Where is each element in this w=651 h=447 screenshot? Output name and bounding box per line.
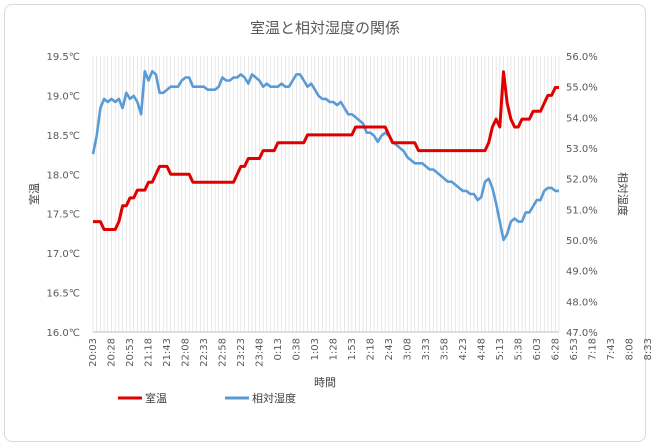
x-tick-label: 3:08 — [402, 338, 413, 360]
y-right-tick-label: 50.0% — [566, 236, 598, 247]
x-tick-label: 5:38 — [513, 338, 524, 360]
y-right-tick-label: 54.0% — [566, 113, 598, 124]
x-tick-label: 6:28 — [550, 338, 561, 360]
x-tick-label: 22:08 — [180, 338, 191, 367]
x-tick-label: 8:33 — [643, 338, 651, 360]
y-right-tick-label: 48.0% — [566, 297, 598, 308]
x-tick-label: 23:48 — [254, 338, 265, 367]
x-tick-label: 1:53 — [347, 338, 358, 360]
y-right-tick-label: 49.0% — [566, 267, 598, 278]
x-tick-label: 7:43 — [606, 338, 617, 360]
x-tick-label: 7:18 — [587, 338, 598, 360]
x-tick-label: 22:33 — [199, 338, 210, 367]
x-tick-label: 20:03 — [88, 338, 99, 367]
y-left-tick-label: 16.0℃ — [47, 328, 81, 339]
x-tick-label: 2:43 — [384, 338, 395, 360]
series-line-humidity — [91, 70, 559, 242]
chart-title: 室温と相対湿度の関係 — [250, 19, 400, 37]
x-tick-label: 21:43 — [162, 338, 173, 367]
y-left-tick-label: 17.5℃ — [47, 210, 81, 221]
legend: 室温 相対湿度 — [118, 391, 296, 405]
x-axis: 20:03 20:28 20:53 21:18 21:43 22:08 22:33 22:58… — [88, 338, 651, 367]
x-tick-label: 20:53 — [125, 338, 136, 367]
y-right-tick-label: 47.0% — [566, 328, 598, 339]
x-tick-label: 1:28 — [328, 338, 339, 360]
y-right-tick-label: 52.0% — [566, 175, 598, 186]
x-tick-label: 1:03 — [310, 338, 321, 360]
x-tick-label: 0:38 — [291, 338, 302, 360]
y-right-tick-label: 56.0% — [566, 52, 598, 63]
y-left-tick-label: 19.5℃ — [47, 52, 81, 63]
x-tick-label: 22:58 — [217, 338, 228, 367]
series-line-temperature — [93, 70, 559, 231]
y-left-tick-label: 19.0℃ — [47, 91, 81, 102]
x-tick-label: 4:48 — [476, 338, 487, 360]
y-left-tick-label: 18.0℃ — [47, 170, 81, 181]
x-tick-label: 21:18 — [143, 338, 154, 367]
x-tick-label: 2:18 — [365, 338, 376, 360]
x-tick-label: 6:03 — [532, 338, 543, 360]
y-axis-left: 16.0℃ 16.5℃ 17.0℃ 17.5℃ 18.0℃ 18.5℃ 19.0℃ 19.5℃ — [47, 52, 81, 339]
x-tick-label: 4:23 — [458, 338, 469, 360]
legend-label-temperature: 室温 — [145, 391, 167, 405]
chart-area — [4, 4, 646, 442]
y-axis-left-title: 室温 — [27, 183, 41, 205]
legend-label-humidity: 相対湿度 — [252, 391, 296, 405]
x-tick-label: 5:13 — [495, 338, 506, 360]
x-tick-label: 3:33 — [421, 338, 432, 360]
x-tick-label: 23:23 — [236, 338, 247, 367]
x-tick-label: 20:28 — [106, 338, 117, 367]
x-tick-label: 3:58 — [439, 338, 450, 360]
y-axis-right: 47.0% 48.0% 49.0% 50.0% 51.0% 52.0% 53.0% 54.0%… — [566, 52, 598, 339]
y-right-tick-label: 51.0% — [566, 205, 598, 216]
x-tick-label: 0:13 — [273, 338, 284, 360]
y-right-tick-label: 53.0% — [566, 144, 598, 155]
x-axis-title: 時間 — [314, 376, 336, 389]
y-axis-right-title: 相対湿度 — [616, 172, 630, 216]
x-tick-label: 6:53 — [569, 338, 580, 360]
gridlines — [92, 56, 560, 333]
y-left-tick-label: 16.5℃ — [47, 289, 81, 300]
x-tick-label: 8:08 — [624, 338, 635, 360]
y-left-tick-label: 18.5℃ — [47, 131, 81, 142]
y-left-tick-label: 17.0℃ — [47, 249, 81, 260]
y-right-tick-label: 55.0% — [566, 83, 598, 94]
